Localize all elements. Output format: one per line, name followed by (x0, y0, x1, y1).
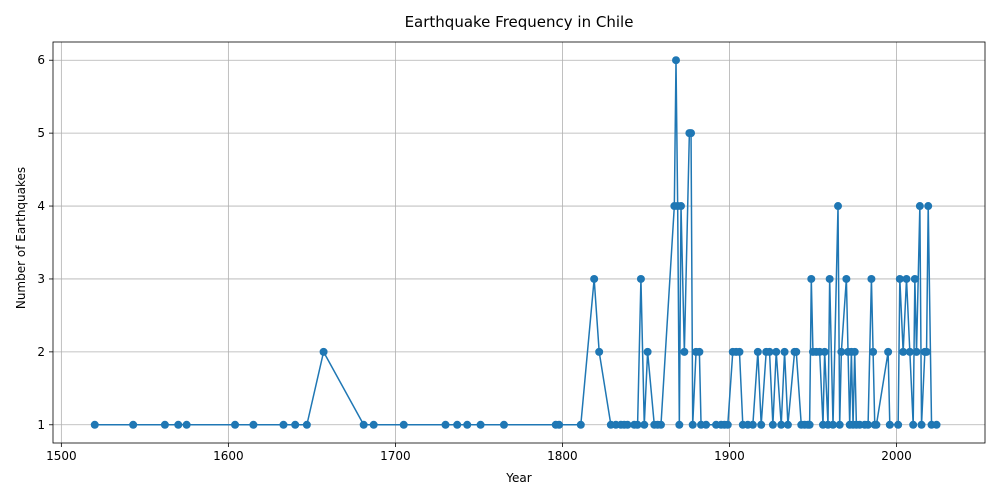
data-point (623, 420, 632, 429)
data-point (636, 274, 645, 283)
data-point (129, 420, 138, 429)
data-point (453, 420, 462, 429)
data-point (757, 420, 766, 429)
data-point (723, 420, 732, 429)
data-point (872, 420, 881, 429)
data-point (688, 420, 697, 429)
y-tick-label: 3 (37, 272, 45, 286)
data-point (463, 420, 472, 429)
data-point (476, 420, 485, 429)
data-point (174, 420, 183, 429)
data-point (820, 347, 829, 356)
data-point (441, 420, 450, 429)
data-point (924, 202, 933, 211)
y-tick-label: 5 (37, 126, 45, 140)
data-point (837, 347, 846, 356)
data-point (835, 420, 844, 429)
data-point (922, 347, 931, 356)
data-point (590, 274, 599, 283)
data-point (884, 347, 893, 356)
x-tick-label: 1700 (380, 449, 411, 463)
data-point (555, 420, 564, 429)
data-point (656, 420, 665, 429)
data-point (829, 420, 838, 429)
data-point (867, 274, 876, 283)
data-point (595, 347, 604, 356)
data-point (702, 420, 711, 429)
data-point (917, 420, 926, 429)
data-point (765, 347, 774, 356)
x-tick-label: 1500 (46, 449, 77, 463)
data-point (302, 420, 311, 429)
data-point (369, 420, 378, 429)
data-point (90, 420, 99, 429)
data-point (399, 420, 408, 429)
data-point (909, 420, 918, 429)
plot-frame (52, 41, 986, 444)
x-tick-label: 1800 (547, 449, 578, 463)
y-tick-label: 1 (37, 418, 45, 432)
data-point (902, 274, 911, 283)
data-point (680, 347, 689, 356)
data-point (695, 347, 704, 356)
data-point (895, 274, 904, 283)
y-tick-label: 6 (37, 53, 45, 67)
y-axis-label: Number of Earthquakes (14, 167, 28, 309)
data-point (768, 420, 777, 429)
data-point (675, 420, 684, 429)
data-point (899, 347, 908, 356)
data-point (643, 347, 652, 356)
data-point (915, 202, 924, 211)
data-point (735, 347, 744, 356)
data-point (160, 420, 169, 429)
chart-title: Earthquake Frequency in Chile (405, 13, 634, 31)
data-point (850, 347, 859, 356)
y-tick-label: 2 (37, 345, 45, 359)
data-point (780, 347, 789, 356)
data-point (772, 347, 781, 356)
data-point (910, 274, 919, 283)
data-point (807, 274, 816, 283)
data-point (834, 202, 843, 211)
data-point (249, 420, 258, 429)
data-point (842, 274, 851, 283)
data-point (783, 420, 792, 429)
data-point (912, 347, 921, 356)
data-point (748, 420, 757, 429)
data-point (677, 202, 686, 211)
data-point (291, 420, 300, 429)
data-point (894, 420, 903, 429)
data-point (753, 347, 762, 356)
x-tick-label: 1600 (213, 449, 244, 463)
data-point (576, 420, 585, 429)
data-point (885, 420, 894, 429)
data-point (869, 347, 878, 356)
data-point (319, 347, 328, 356)
data-point (231, 420, 240, 429)
x-axis-label: Year (505, 471, 531, 485)
data-point (279, 420, 288, 429)
data-point (792, 347, 801, 356)
data-point (864, 420, 873, 429)
data-point (633, 420, 642, 429)
data-point (777, 420, 786, 429)
data-point (640, 420, 649, 429)
data-point (805, 420, 814, 429)
data-point (672, 56, 680, 65)
data-point (182, 420, 191, 429)
data-point (359, 420, 368, 429)
ticks-layer: 1500 1600 1700 1800 1900 2000 1 2 3 4 5 6 (37, 53, 911, 463)
data-point (825, 274, 834, 283)
data-point (687, 129, 696, 138)
data-point (905, 347, 914, 356)
data-point (932, 420, 941, 429)
points-layer (90, 56, 941, 429)
y-tick-label: 4 (37, 199, 45, 213)
data-point (499, 420, 508, 429)
x-tick-label: 1900 (714, 449, 745, 463)
series-layer (90, 56, 941, 429)
x-tick-label: 2000 (881, 449, 912, 463)
